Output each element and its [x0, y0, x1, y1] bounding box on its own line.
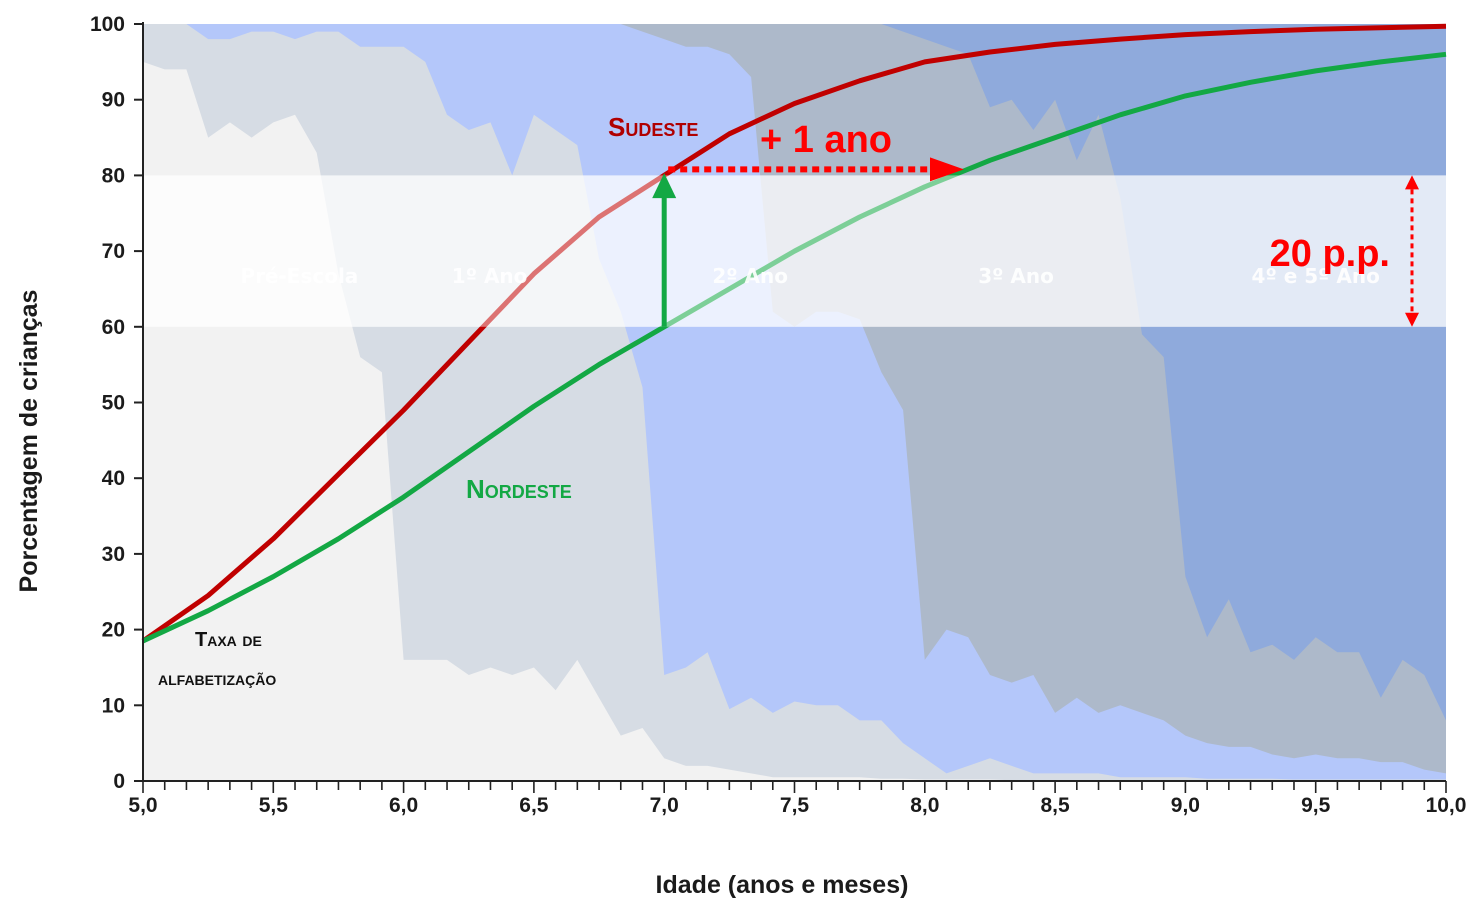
y-tick-label: 50 — [102, 392, 125, 415]
y-tick-label: 10 — [102, 694, 125, 717]
year-gap-arrow-head — [930, 157, 964, 182]
x-tick-label: 8,0 — [910, 794, 939, 817]
band-overlay — [143, 175, 1446, 327]
stage-label: 3º Ano — [978, 264, 1054, 288]
x-tick-label: 7,0 — [650, 794, 679, 817]
x-tick-label: 10,0 — [1426, 794, 1467, 817]
series-lines — [141, 23, 1447, 644]
area-pr-escola — [143, 61, 1446, 781]
stage-labels: Pré-Escola 1º Ano 2º Ano 3º Ano 4º e 5º Ano — [143, 175, 1446, 327]
y-tick-label: 60 — [102, 316, 125, 339]
line-nordeste — [141, 51, 1447, 644]
x-tick-label: 9,0 — [1171, 794, 1200, 817]
x-tick-label: 8,5 — [1040, 794, 1070, 817]
x-tick-label: 6,5 — [519, 794, 549, 817]
stage-label: Pré-Escola — [240, 264, 358, 288]
y-tick-label: 90 — [102, 89, 125, 112]
x-tick-label: 5,0 — [128, 794, 157, 817]
x-axis-title: Idade (anos e meses) — [656, 871, 909, 899]
y-tick-label: 70 — [102, 240, 125, 263]
axes — [134, 22, 1447, 793]
y-tick-label: 40 — [102, 467, 125, 490]
x-tick-label: 6,0 — [389, 794, 418, 817]
annotations: Sudeste Nordeste Taxa de alfabetização + 1 a… — [158, 112, 1419, 690]
y-axis-title: Porcentagem de crianças — [15, 290, 43, 593]
stage-label: 1º Ano — [452, 264, 528, 288]
pp-gap-arrow-bottom — [1405, 312, 1419, 327]
x-tick-label: 5,5 — [259, 794, 289, 817]
line-sudeste — [141, 23, 1447, 644]
label-sudeste: Sudeste — [608, 112, 698, 142]
y-tick-label: 80 — [102, 164, 125, 187]
stage-label: 2º Ano — [712, 264, 788, 288]
pp-gap-arrow-top — [1405, 175, 1419, 190]
label-taxa-line1: Taxa de — [195, 629, 262, 651]
y-tick-label: 0 — [113, 770, 125, 793]
y-tick-label: 20 — [102, 619, 125, 642]
label-ano-gap: + 1 ano — [760, 119, 892, 161]
x-tick-label: 9,5 — [1301, 794, 1331, 817]
y-tick-label: 30 — [102, 543, 125, 566]
pp-gain-arrow-head — [652, 173, 677, 199]
label-pp-gap: 20 p.p. — [1270, 233, 1390, 275]
label-taxa-line2: alfabetização — [158, 668, 276, 690]
label-nordeste: Nordeste — [466, 474, 572, 504]
stage-label: 4º e 5º Ano — [1252, 264, 1380, 288]
tick-labels: 0 10 20 30 40 50 60 70 80 90 100 5,0 5,5 6,0 6,5 7,0 7,5… — [90, 13, 1466, 817]
x-tick-label: 7,5 — [780, 794, 810, 817]
y-tick-label: 100 — [90, 13, 125, 36]
